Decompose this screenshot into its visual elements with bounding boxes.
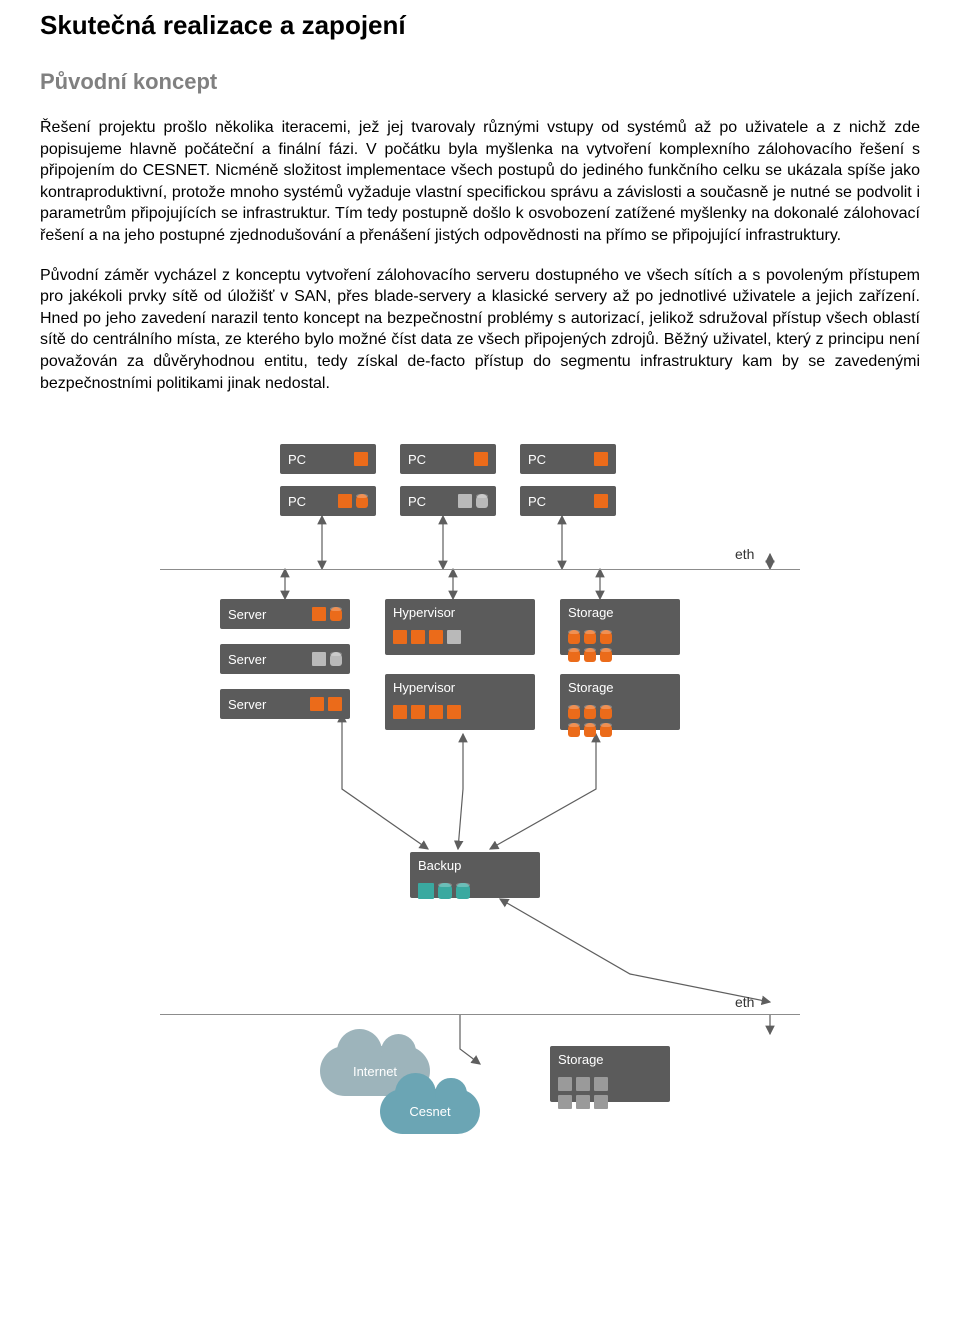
disk-icon: [584, 705, 596, 719]
server-node: Server: [220, 644, 350, 674]
cell-icon: [328, 697, 342, 711]
disk-icon: [584, 630, 596, 644]
disk-icon: [600, 723, 612, 737]
storage-node: Storage: [550, 1046, 670, 1102]
node-label: PC: [408, 494, 426, 509]
cell-icon: [418, 883, 434, 899]
cell-icon: [447, 630, 461, 644]
disk-icon: [600, 705, 612, 719]
node-label: PC: [528, 494, 546, 509]
node-label: Server: [228, 607, 266, 622]
heading-sub: Původní koncept: [40, 69, 920, 95]
storage-node: Storage: [560, 599, 680, 655]
cell-icon: [558, 1077, 572, 1091]
disk-icon: [330, 652, 342, 666]
storage-node: Storage: [560, 674, 680, 730]
disk-icon: [584, 723, 596, 737]
net-label: eth: [735, 546, 754, 562]
pc-node: PC: [520, 486, 616, 516]
cell-icon: [312, 652, 326, 666]
node-label: Storage: [568, 680, 614, 695]
pc-node: PC: [280, 444, 376, 474]
pc-node: PC: [400, 444, 496, 474]
node-label: PC: [288, 494, 306, 509]
cell-icon: [594, 452, 608, 466]
disk-icon: [600, 648, 612, 662]
server-node: Server: [220, 689, 350, 719]
disk-icon: [584, 648, 596, 662]
node-label: PC: [288, 452, 306, 467]
paragraph-1: Řešení projektu prošlo několika iteracem…: [40, 117, 920, 247]
disk-icon: [600, 630, 612, 644]
node-label: PC: [408, 452, 426, 467]
cell-icon: [411, 630, 425, 644]
cell-icon: [429, 630, 443, 644]
cell-icon: [594, 494, 608, 508]
cell-icon: [393, 630, 407, 644]
cell-icon: [429, 705, 443, 719]
pc-node: PC: [280, 486, 376, 516]
cell-icon: [354, 452, 368, 466]
network-diagram: PC PC PC PC PC PC Server Server Server Hypervisor…: [130, 434, 830, 1144]
node-label: Server: [228, 652, 266, 667]
cell-icon: [594, 1095, 608, 1109]
disk-icon: [568, 723, 580, 737]
node-label: Hypervisor: [393, 680, 455, 695]
cell-icon: [447, 705, 461, 719]
disk-icon: [438, 883, 452, 899]
hypervisor-node: Hypervisor: [385, 674, 535, 730]
hypervisor-node: Hypervisor: [385, 599, 535, 655]
cell-icon: [411, 705, 425, 719]
network-bus: [160, 569, 800, 570]
cell-icon: [576, 1095, 590, 1109]
cell-icon: [474, 452, 488, 466]
cloud-cesnet: Cesnet: [380, 1089, 480, 1134]
node-label: Backup: [418, 858, 461, 873]
paragraph-2: Původní záměr vycházel z konceptu vytvoř…: [40, 265, 920, 395]
pc-node: PC: [520, 444, 616, 474]
disk-icon: [456, 883, 470, 899]
disk-icon: [356, 494, 368, 508]
net-label: eth: [735, 994, 754, 1010]
disk-icon: [568, 648, 580, 662]
network-bus: [160, 1014, 800, 1015]
server-node: Server: [220, 599, 350, 629]
disk-icon: [568, 705, 580, 719]
cell-icon: [576, 1077, 590, 1091]
cell-icon: [338, 494, 352, 508]
node-label: Storage: [568, 605, 614, 620]
cell-icon: [558, 1095, 572, 1109]
disk-icon: [330, 607, 342, 621]
cell-icon: [312, 607, 326, 621]
node-label: Hypervisor: [393, 605, 455, 620]
node-label: PC: [528, 452, 546, 467]
cell-icon: [594, 1077, 608, 1091]
heading-main: Skutečná realizace a zapojení: [40, 10, 920, 41]
cell-icon: [458, 494, 472, 508]
node-label: Server: [228, 697, 266, 712]
pc-node: PC: [400, 486, 496, 516]
cell-icon: [393, 705, 407, 719]
disk-icon: [476, 494, 488, 508]
node-label: Storage: [558, 1052, 604, 1067]
disk-icon: [568, 630, 580, 644]
backup-node: Backup: [410, 852, 540, 898]
cell-icon: [310, 697, 324, 711]
